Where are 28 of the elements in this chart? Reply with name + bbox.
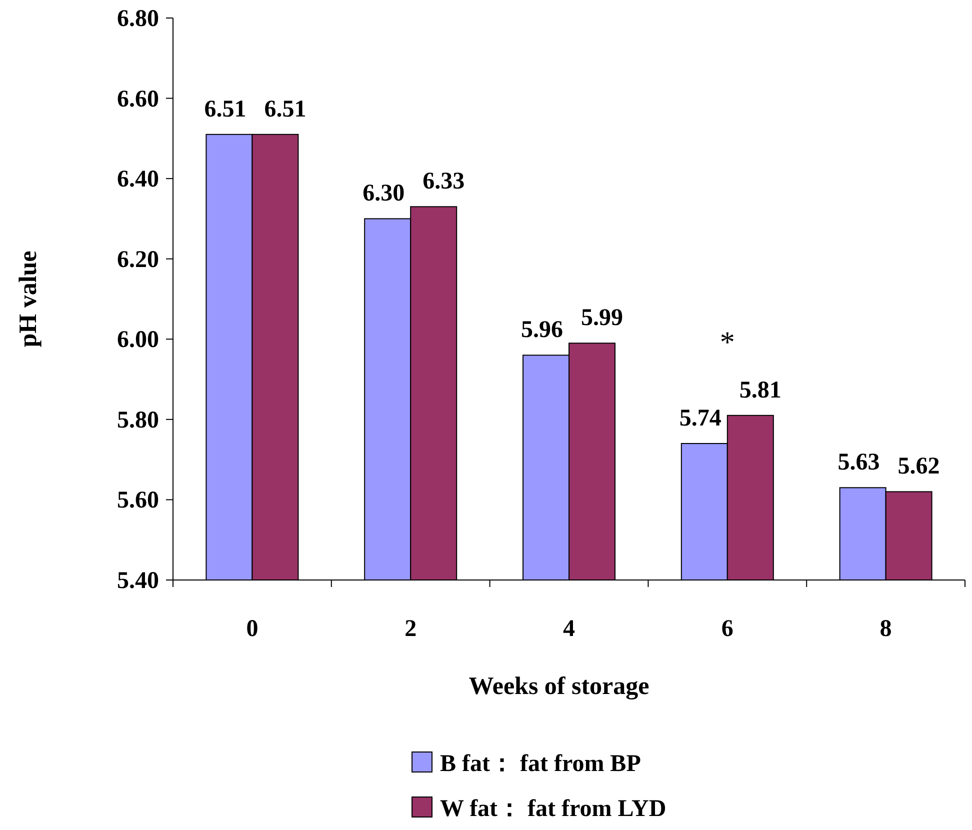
y-tick-label: 5.60: [117, 488, 159, 514]
data-label: 5.62: [898, 454, 940, 480]
x-tick-label: 4: [563, 616, 575, 642]
y-tick-label: 6.40: [117, 166, 159, 193]
data-label: 6.51: [204, 96, 246, 122]
y-tick-label: 5.40: [117, 568, 159, 594]
x-tick-label: 2: [404, 616, 417, 642]
data-label: 6.33: [422, 168, 465, 195]
x-axis-title: Weeks of storage: [468, 673, 650, 700]
y-tick-label: 6.80: [117, 6, 159, 32]
y-axis-title: pH value: [15, 250, 42, 348]
data-label: 6.30: [362, 180, 405, 207]
data-label: 5.96: [521, 317, 563, 344]
data-label: 5.81: [739, 377, 782, 404]
annotation: *: [720, 326, 735, 359]
x-tick-label: 0: [246, 616, 258, 642]
legend-label: B fat： fat from BP: [440, 751, 641, 777]
y-tick-label: 6.60: [117, 86, 159, 112]
y-tick-label: 5.80: [117, 407, 159, 434]
data-label: 6.51: [264, 96, 306, 122]
y-tick-label: 6.00: [117, 327, 159, 354]
legend-label: W fat： fat from LYD: [440, 796, 666, 822]
x-tick-label: 8: [880, 616, 892, 642]
y-tick-label: 6.20: [117, 246, 159, 273]
x-tick-label: 6: [721, 616, 734, 642]
data-label: 5.63: [838, 450, 880, 476]
data-label: 5.99: [581, 305, 623, 332]
data-label: 5.74: [679, 406, 722, 432]
